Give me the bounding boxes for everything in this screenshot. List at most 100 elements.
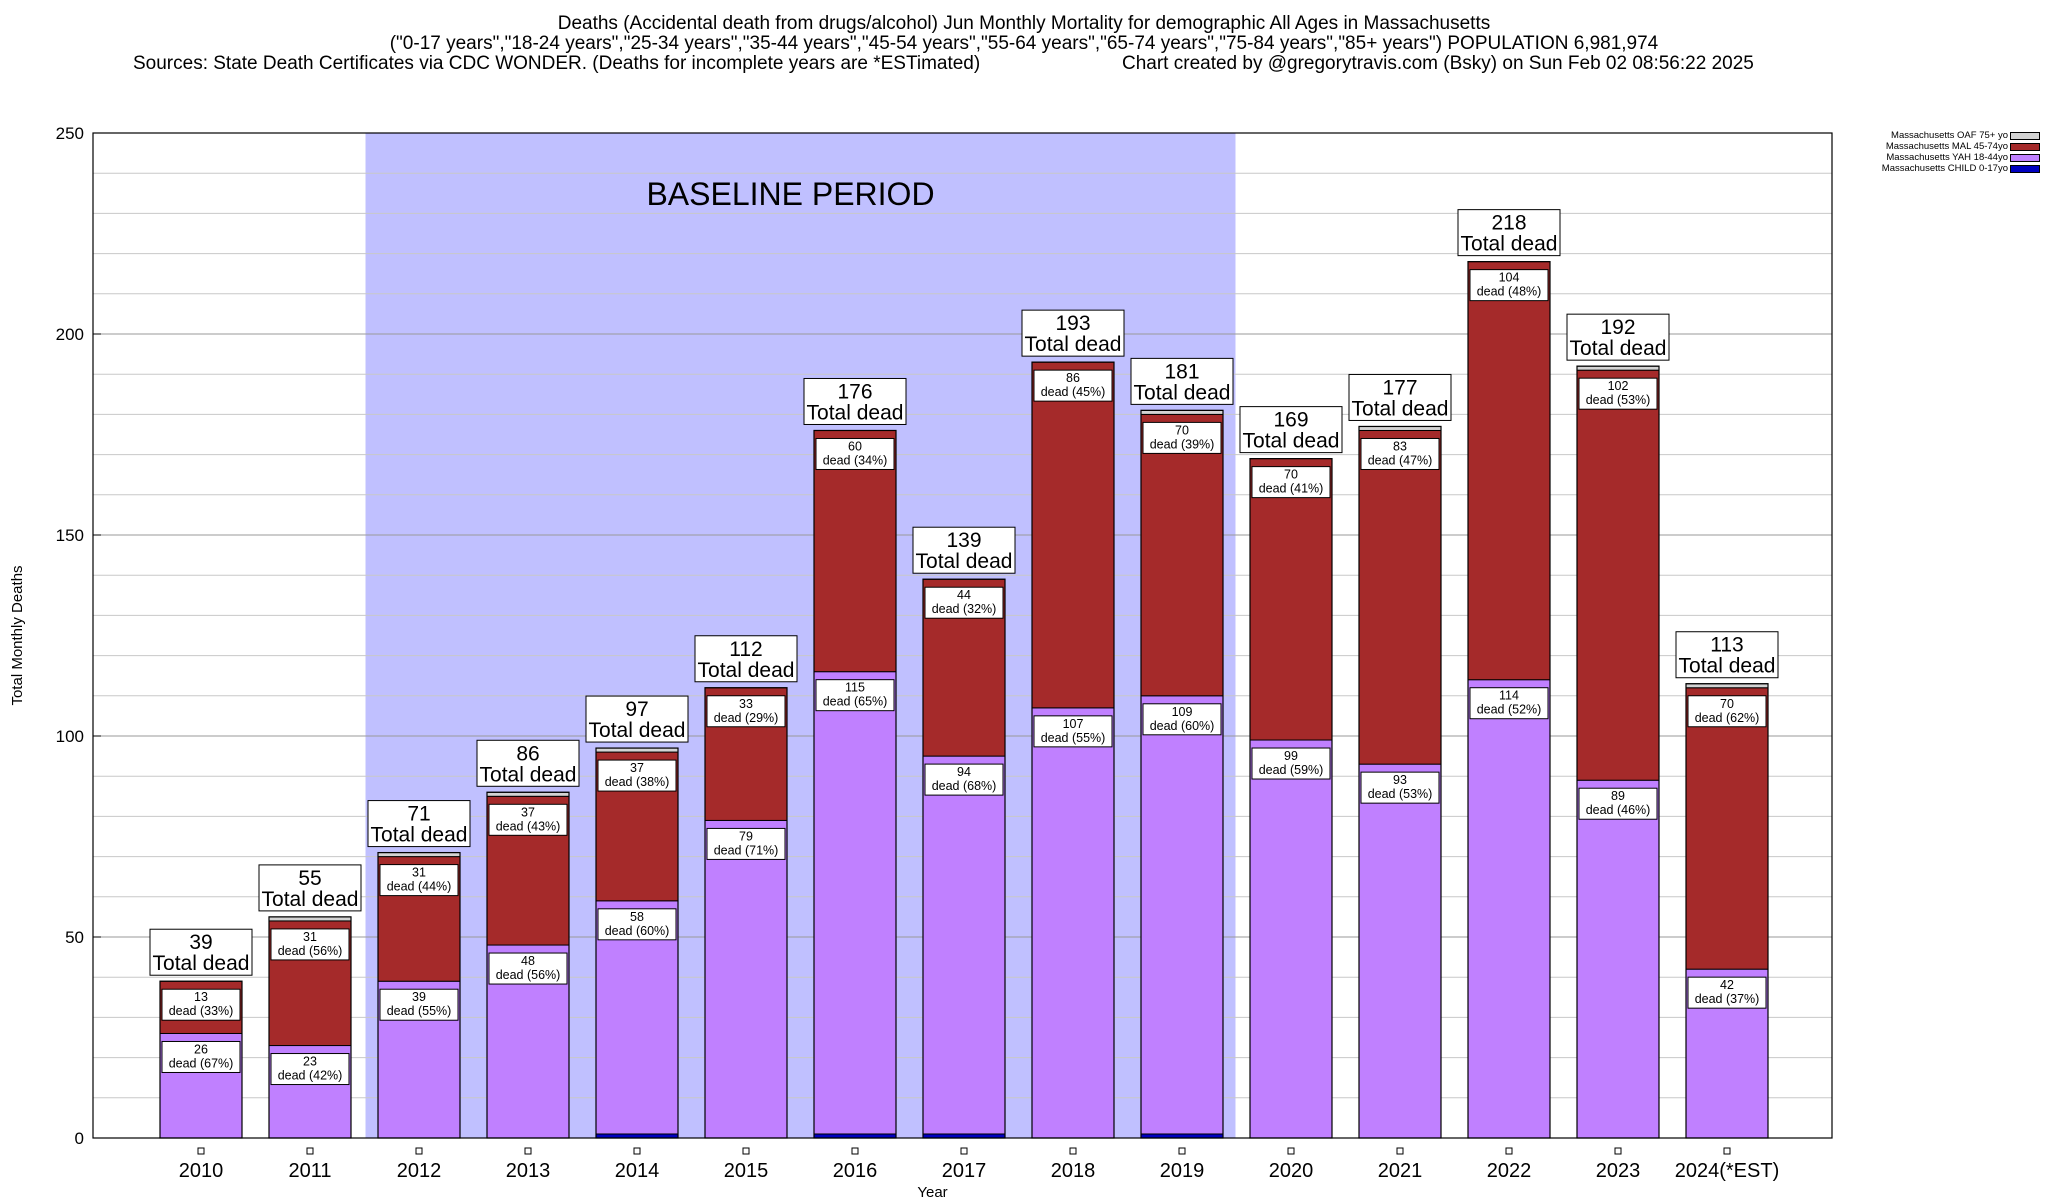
x-tick-label: 2013: [506, 1160, 551, 1182]
total-label-value: 86: [516, 742, 539, 765]
x-tick-marker: [306, 1147, 314, 1155]
segment-label-percent: dead (29%): [714, 711, 779, 725]
segment-label-count: 31: [412, 866, 426, 880]
segment-label-count: 114: [1499, 689, 1519, 703]
segment-label-count: 86: [1066, 371, 1080, 385]
x-tick-label: 2024(*EST): [1675, 1160, 1780, 1182]
x-tick-marker: [633, 1147, 641, 1155]
segment-label-percent: dead (55%): [387, 1004, 452, 1018]
segment-label-count: 107: [1063, 717, 1084, 731]
segment-label-box: [379, 864, 459, 897]
bar-segment: [922, 755, 1006, 1135]
plot-frame: [92, 132, 1833, 1139]
segment-label-percent: dead (45%): [1041, 385, 1106, 399]
segment-label-count: 33: [739, 697, 753, 711]
bar-segment: [1576, 779, 1660, 1139]
segment-label-percent: dead (68%): [932, 779, 997, 793]
segment-label-box: [597, 908, 677, 941]
total-label-value: 71: [407, 803, 430, 826]
segment-label-count: 44: [957, 588, 971, 602]
chart-subtitle: ("0-17 years","18-24 years","25-34 years…: [389, 33, 1659, 54]
total-label-text: Total dead: [371, 824, 468, 847]
x-tick-label: 2015: [724, 1160, 769, 1182]
segment-label-box: [270, 928, 350, 961]
segment-label-percent: dead (67%): [169, 1056, 234, 1070]
legend-swatch: [2010, 132, 2040, 140]
chart-title: Deaths (Accidental death from drugs/alco…: [557, 13, 1491, 34]
total-label-text: Total dead: [1679, 655, 1776, 678]
bar-segment: [1140, 1133, 1224, 1139]
bar-segment: [1031, 361, 1115, 709]
x-tick-marker: [1069, 1147, 1077, 1155]
total-label-box: [912, 526, 1016, 574]
segment-label-box: [1251, 466, 1331, 499]
total-label-box: [1566, 313, 1670, 361]
segment-label-count: 70: [1720, 697, 1734, 711]
segment-label-percent: dead (52%): [1477, 703, 1542, 717]
y-tick-label: 0: [75, 1129, 84, 1148]
segment-label-percent: dead (53%): [1586, 393, 1651, 407]
segment-label-box: [706, 827, 786, 860]
bar-segment: [1140, 695, 1224, 1135]
x-tick-marker: [1505, 1147, 1513, 1155]
bar-segment: [1685, 687, 1769, 970]
segment-label-count: 37: [521, 805, 535, 819]
total-label-text: Total dead: [807, 401, 904, 424]
bar-segment: [1140, 413, 1224, 697]
total-label-text: Total dead: [1134, 381, 1231, 404]
segment-label-box: [924, 763, 1004, 796]
total-label-text: Total dead: [698, 659, 795, 682]
x-tick-label: 2016: [833, 1160, 878, 1182]
segment-label-count: 70: [1175, 423, 1189, 437]
total-label-text: Total dead: [480, 763, 577, 786]
x-tick-marker: [742, 1147, 750, 1155]
bar-segment: [268, 916, 352, 922]
bar-segment: [813, 671, 897, 1135]
legend-label: Massachusetts CHILD 0-17yo: [1881, 163, 2008, 174]
segment-label-count: 58: [630, 910, 644, 924]
bar-segment: [1576, 369, 1660, 781]
segment-label-count: 37: [630, 761, 644, 775]
segment-label-percent: dead (60%): [1150, 719, 1215, 733]
x-tick-marker: [415, 1147, 423, 1155]
x-tick-marker: [851, 1147, 859, 1155]
x-tick-marker: [1287, 1147, 1295, 1155]
bar-segment: [1140, 409, 1224, 415]
segment-label-count: 109: [1172, 705, 1193, 719]
bar-segment: [1249, 458, 1333, 741]
x-tick-marker: [1614, 1147, 1622, 1155]
total-label-box: [803, 377, 907, 425]
segment-label-count: 39: [412, 990, 426, 1004]
x-tick-label: 2010: [179, 1160, 224, 1182]
bar-segment: [1685, 683, 1769, 689]
total-label-value: 139: [946, 529, 981, 552]
bar-segment: [486, 791, 570, 797]
legend-swatch: [2010, 165, 2040, 173]
total-label-text: Total dead: [262, 888, 359, 911]
segment-label-percent: dead (53%): [1368, 787, 1433, 801]
segment-label-count: 99: [1284, 749, 1298, 763]
chart-credit: Chart created by @gregorytravis.com (Bsk…: [1122, 53, 1754, 74]
segment-label-percent: dead (60%): [605, 924, 670, 938]
segment-label-box: [924, 586, 1004, 619]
total-label-value: 192: [1600, 316, 1635, 339]
bar-segment: [813, 1133, 897, 1139]
segment-label-box: [1033, 369, 1113, 402]
segment-label-box: [161, 1040, 241, 1073]
segment-label-percent: dead (62%): [1695, 711, 1760, 725]
chart-sources: Sources: State Death Certificates via CD…: [133, 53, 981, 74]
total-label-text: Total dead: [1025, 333, 1122, 356]
segment-label-percent: dead (59%): [1259, 763, 1324, 777]
total-label-box: [1675, 631, 1779, 679]
segment-label-count: 31: [303, 930, 317, 944]
x-tick-label: 2018: [1051, 1160, 1096, 1182]
total-label-value: 193: [1055, 312, 1090, 335]
x-tick-label: 2019: [1160, 1160, 1205, 1182]
segment-label-count: 115: [845, 681, 865, 695]
legend-label: Massachusetts MAL 45-74yo: [1885, 141, 2008, 152]
total-label-box: [367, 800, 471, 848]
total-label-box: [1021, 309, 1125, 357]
legend-item: Massachusetts CHILD 0-17yo: [1838, 163, 2044, 174]
segment-label-percent: dead (48%): [1477, 285, 1542, 299]
